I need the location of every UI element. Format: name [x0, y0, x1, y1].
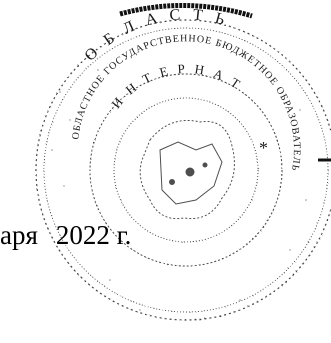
seal-institution-text: И Н Т Е Р Н А Т: [108, 61, 245, 111]
seal-inner-ring: [113, 97, 259, 243]
seal-outer-ring: [35, 19, 331, 321]
seal-top-bar: [119, 3, 253, 19]
seal-ring-3: [89, 73, 283, 267]
seal-speckle: [51, 69, 307, 321]
seal-ring-2: [43, 27, 329, 313]
seal-emblem: [139, 120, 235, 220]
document-date: аря 2022 г.: [0, 220, 131, 251]
date-year: 2022 г.: [55, 220, 132, 250]
date-month: аря: [0, 220, 38, 250]
seal-star-icon: *: [259, 138, 268, 158]
